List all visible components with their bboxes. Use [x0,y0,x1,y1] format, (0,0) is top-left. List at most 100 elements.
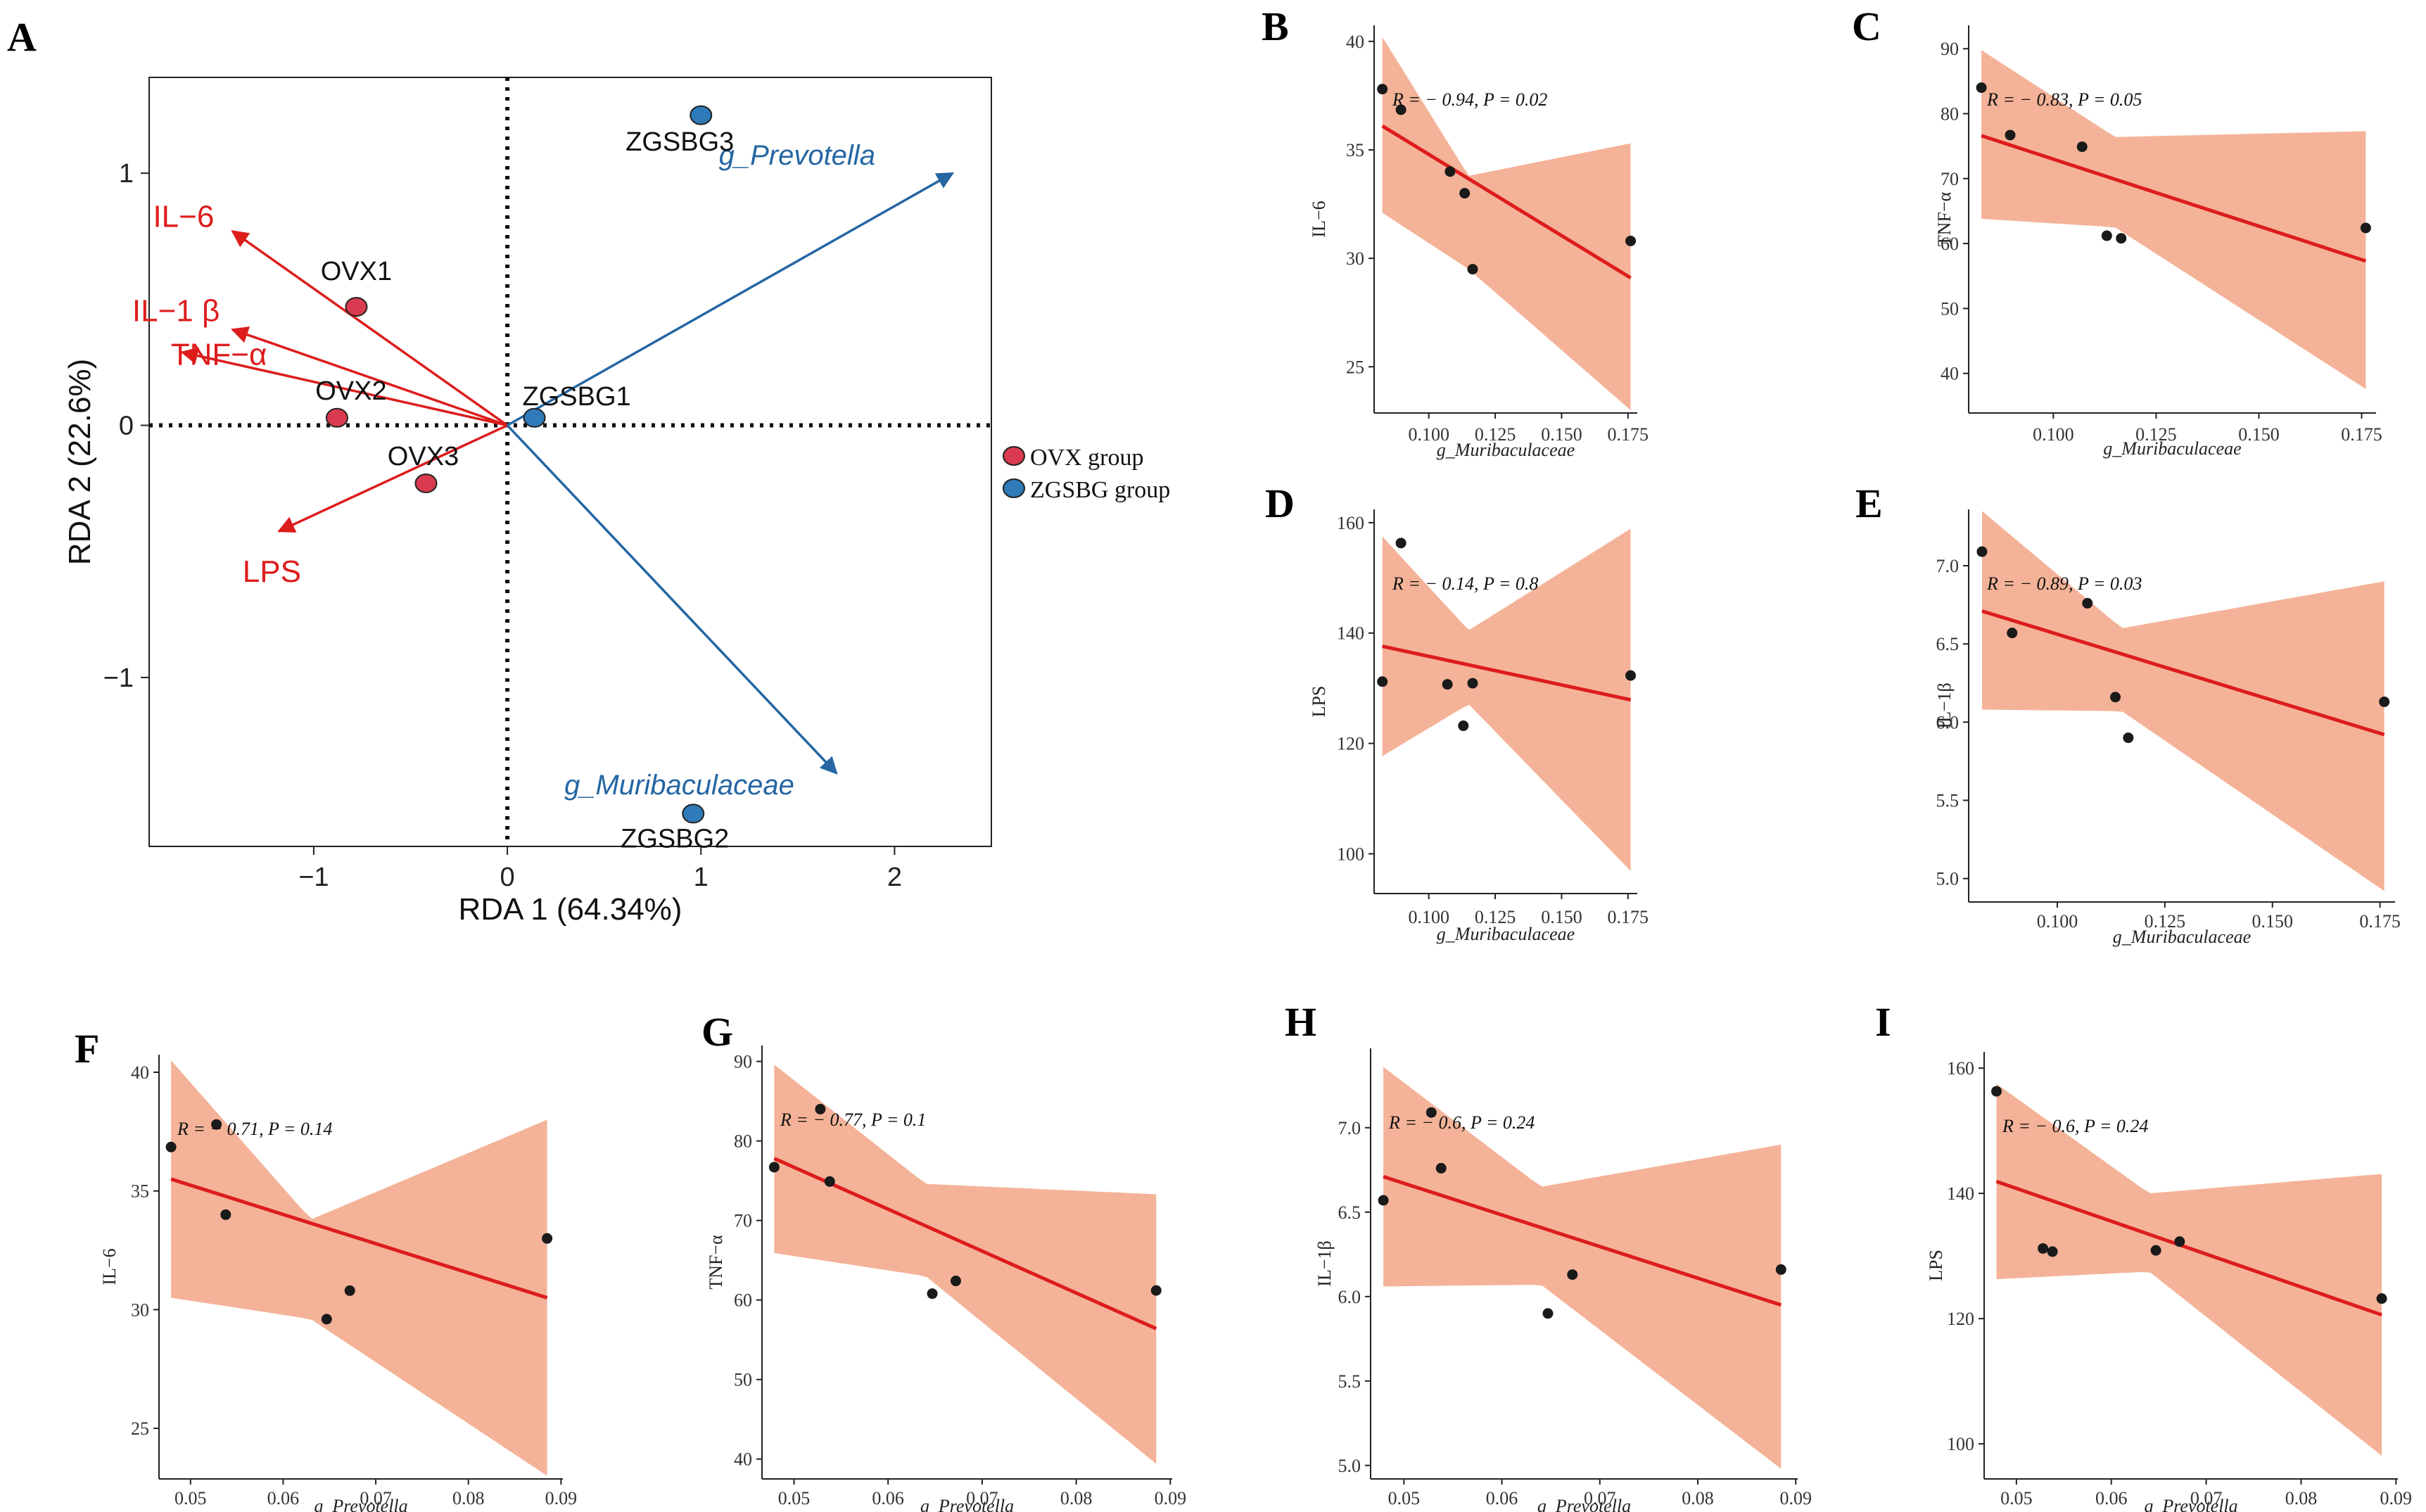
data-point [1459,188,1471,199]
x-tick-label: 0.175 [1608,907,1649,927]
confidence-band [1382,37,1631,410]
regression-line [1382,644,1632,702]
x-tick-label: 0.06 [872,1488,904,1508]
plot-frame [148,77,992,847]
y-tick-label: 80 [734,1131,752,1152]
scatter-panel-g: 40 50 60 70 80 90 0.05 0.06 0.07 0.08 0.09 TNF−α g_P… [706,1046,1186,1512]
data-point [2101,230,2112,241]
scatter-panel-c: 40 50 60 70 80 90 0.100 0.125 0.150 0.175 TNF−α g_M… [1934,25,2382,459]
correlation-annotation: R = − 0.94, P = 0.02 [1392,89,1547,110]
x-tick-label: 0.125 [2135,424,2177,445]
x-tick-label: 0.09 [2380,1488,2413,1508]
x-tick-label: 0.08 [452,1488,485,1508]
y-tick-label: 30 [1346,248,1364,269]
scatter-panel-f: 25 30 35 40 0.05 0.06 0.07 0.08 0.09 IL−6 g_Prevot… [99,1055,577,1512]
y-tick-label: 40 [734,1449,752,1470]
data-point [2076,141,2088,153]
data-point [1976,546,1988,557]
x-tick-label: 0.100 [2037,911,2078,932]
sample-point [682,803,705,824]
y-tick-label: 90 [734,1052,752,1072]
y-axis-label: IL−6 [99,1248,120,1285]
y-tick-label: 160 [1337,513,1364,533]
loading-arrow [277,424,508,533]
x-tick-label: 0.150 [1541,907,1582,927]
x-axis-label: g_Muribaculaceae [2113,927,2251,947]
data-point [1458,720,1469,732]
y-axis-label: IL−1β [1314,1240,1335,1286]
arrow-label: g_Prevotella [719,140,875,171]
y-tick-label: 5.0 [1338,1456,1361,1476]
y-tick-label: 90 [1941,39,1959,59]
data-point [1425,1107,1437,1118]
regression-line [1383,1175,1782,1307]
data-point [824,1176,835,1187]
arrow-label: IL−1 β [132,293,220,328]
regression-line [773,1157,1157,1330]
y-tick-label: 140 [1947,1183,1974,1204]
x-tick-label: 0.08 [1060,1488,1093,1508]
x-tick-label: 0.09 [1779,1488,1812,1508]
sample-point [690,105,713,125]
y-tick-label: 5.5 [1936,790,1960,811]
sample-label: ZGSBG3 [625,127,734,157]
y-tick-label: 70 [734,1211,752,1231]
y-tick-label: 0 [119,412,134,441]
y-tick-label: 50 [734,1370,752,1390]
sample-point [345,297,368,317]
y-tick-label: 80 [1941,104,1959,125]
data-point [2110,692,2121,703]
y-tick-label: 120 [1337,734,1364,754]
sample-label: OVX3 [388,442,459,471]
scatter-panel-d: 100 120 140 160 0.100 0.125 0.150 0.175 LPS g_Mur… [1309,509,1649,944]
data-point [1377,676,1388,687]
panel-letter-a: A [7,14,37,60]
x-axis-label: g_Prevotella [314,1496,407,1512]
y-tick-label: 120 [1947,1309,1974,1329]
data-point [1467,264,1478,275]
regression-line [1981,134,2367,263]
confidence-band [1981,50,2366,389]
y-axis-label: RDA 2 (22.6%) [63,359,97,565]
scatter-panel-e: 5.0 5.5 6.0 6.5 7.0 0.100 0.125 0.150 0.175 IL−1β… [1934,509,2401,947]
y-tick-label: 100 [1337,844,1364,865]
x-tick-label: 0.06 [267,1488,300,1508]
y-tick-label: 70 [1941,169,1959,189]
data-point [165,1141,177,1152]
y-tick-label: 35 [1346,140,1364,160]
y-tick-label: −1 [103,663,134,693]
sample-point [523,407,546,428]
x-tick-label: 0.07 [966,1488,998,1508]
confidence-band [774,1065,1157,1464]
x-axis-label: g_Prevotella [2144,1496,2237,1512]
confidence-band [1382,528,1631,871]
data-point [2047,1246,2058,1257]
rda-biplot: −1 0 1 2 −1 0 1 RDA 1 (64.34%) RDA 2 (22.6%) IL−6… [63,77,1170,927]
scatter-panel-b: 25 30 35 40 0.100 0.125 0.150 0.175 IL−6 g_Muriba… [1309,25,1649,460]
x-tick-label: 0.125 [2145,911,2186,932]
data-point [1395,104,1406,115]
data-point [2038,1243,2049,1254]
data-point [1442,679,1453,690]
panel-letter-c: C [1852,4,1881,49]
loading-arrow [507,172,955,427]
data-point [1775,1264,1786,1275]
correlation-annotation: R = − 0.71, P = 0.14 [177,1119,332,1139]
data-point [2376,1293,2387,1304]
x-tick-label: 0.175 [1608,424,1649,445]
data-point [1467,678,1478,689]
loading-arrow [231,230,509,426]
data-point [1976,82,1987,94]
legend-label: OVX group [1030,445,1143,471]
y-tick-label: 60 [1941,234,1959,254]
data-point [344,1285,355,1296]
data-point [1395,538,1406,549]
x-axis-label: RDA 1 (64.34%) [459,892,682,927]
y-axis-label: LPS [1926,1250,1946,1281]
data-point [321,1314,332,1325]
y-axis-label: LPS [1309,686,1329,718]
y-tick-label: 50 [1941,298,1959,319]
x-tick-label: 0.150 [1541,424,1582,445]
data-point [2150,1245,2161,1256]
x-tick-label: 0.07 [2190,1488,2223,1508]
